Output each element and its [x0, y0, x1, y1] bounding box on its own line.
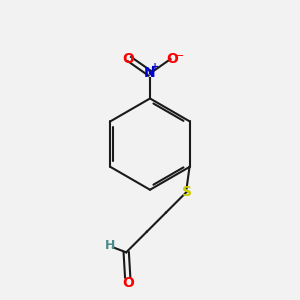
Text: −: −: [175, 51, 184, 61]
Text: N: N: [144, 66, 156, 80]
Text: O: O: [122, 276, 134, 289]
Text: +: +: [151, 62, 159, 72]
Text: S: S: [182, 185, 192, 199]
Text: O: O: [166, 52, 178, 66]
Text: O: O: [122, 52, 134, 66]
Text: H: H: [105, 239, 115, 252]
